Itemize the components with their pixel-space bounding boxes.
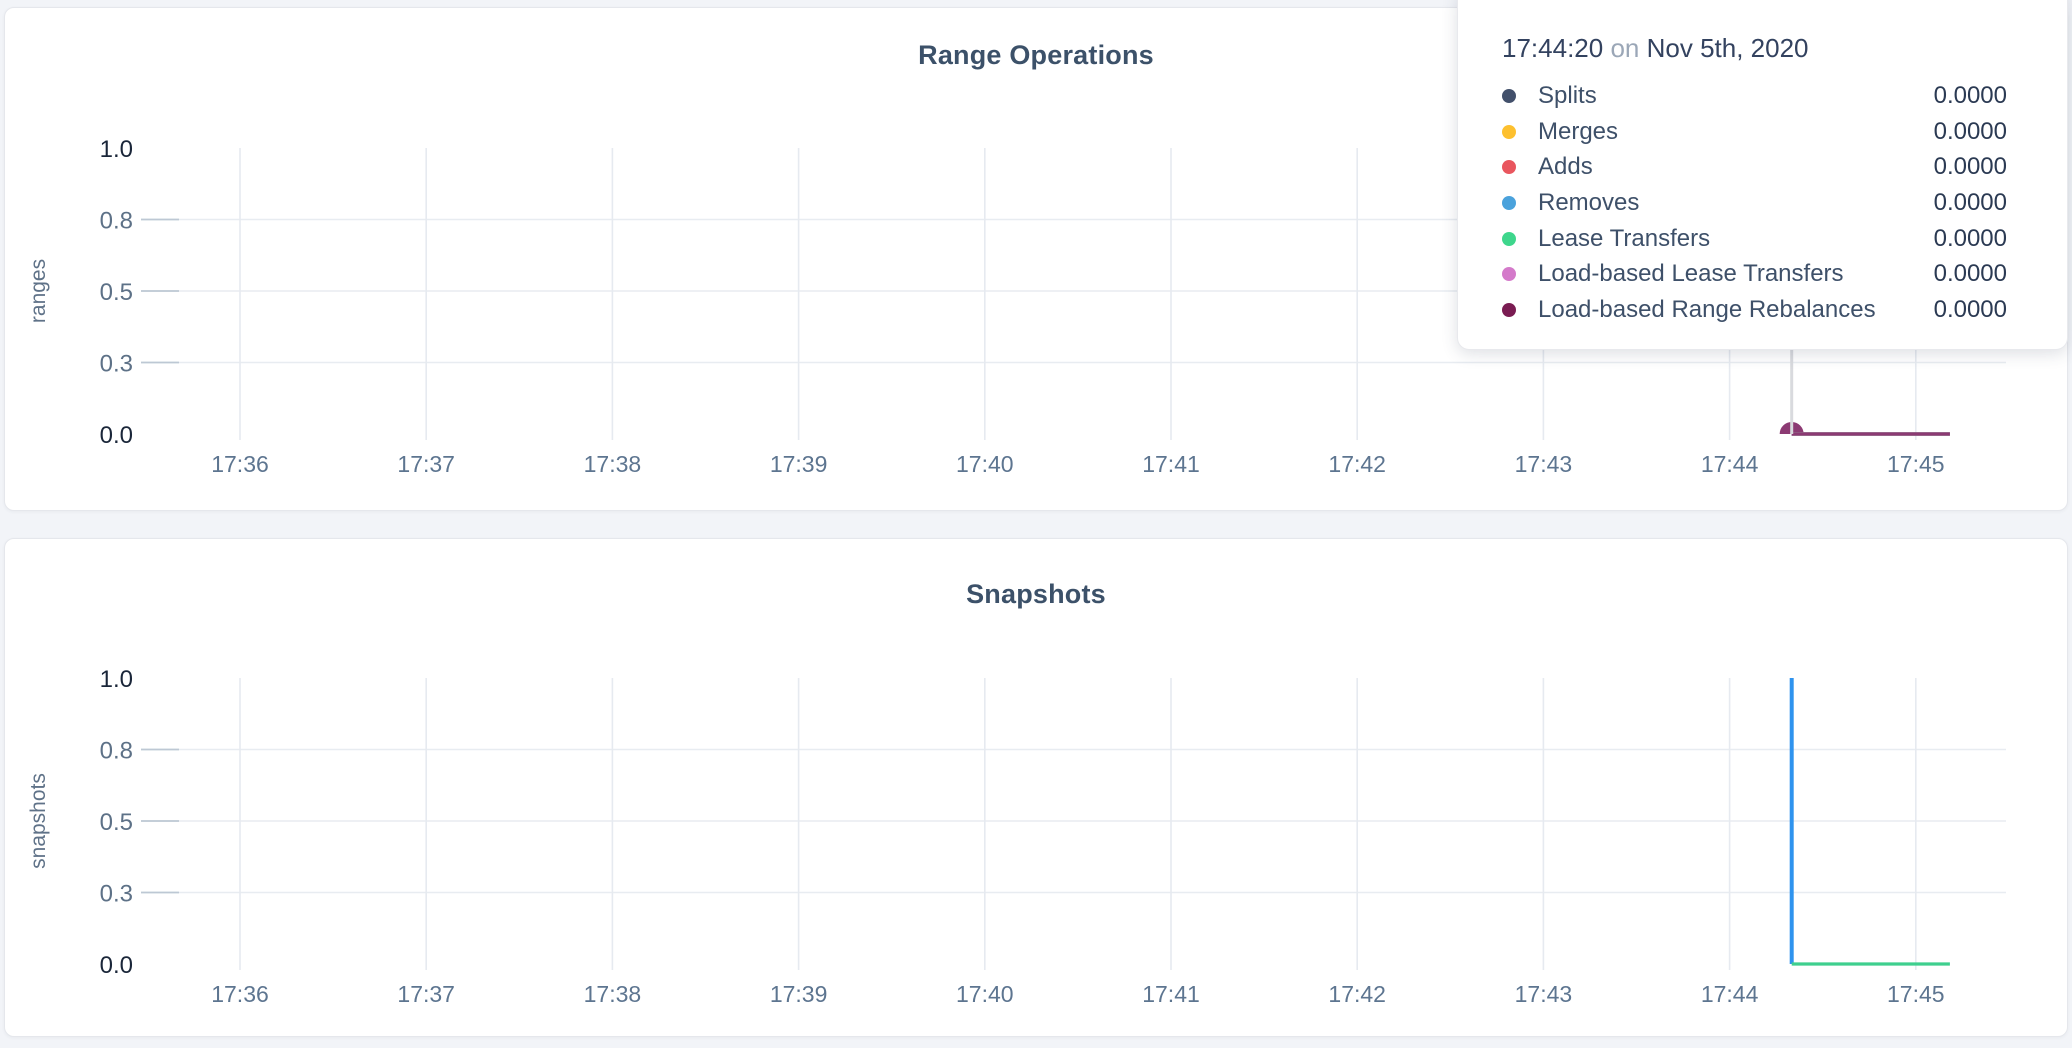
y-tick-label: 1.0 [100,136,133,163]
series-color-dot [1502,160,1516,175]
x-tick-label: 17:45 [1887,451,1945,477]
y-tick-label: 0.0 [100,422,133,449]
series-color-dot [1502,231,1516,246]
x-tick-label: 17:44 [1701,981,1759,1007]
legend-row: Adds 0.0000 [1502,149,2007,185]
x-tick-label: 17:45 [1887,981,1945,1007]
y-tick-label: 0.3 [100,351,133,378]
x-tick-label: 17:40 [956,451,1014,477]
plot-area[interactable]: 1.0 0.8 0.5 0.3 0.0 17:36 17:37 17:38 17:39 17:40… [5,539,2069,1038]
series-value: 0.0000 [1933,188,2007,216]
y-tick-label: 0.8 [100,738,133,765]
x-tick-label: 17:41 [1142,981,1200,1007]
legend-row: Splits 0.0000 [1502,78,2007,114]
x-tick-label: 17:42 [1328,451,1386,477]
tooltip-on-word: on [1610,33,1640,63]
x-tick-label: 17:40 [956,981,1014,1007]
series-label: Removes [1538,188,1640,216]
legend-row: Removes 0.0000 [1502,185,2007,221]
range-operations-title: Range Operations [918,40,1154,70]
y-axis-label: snapshots [27,773,50,869]
x-tick-label: 17:36 [211,981,269,1007]
series-value: 0.0000 [1933,153,2007,181]
series-color-dot [1502,124,1516,139]
legend-row: Lease Transfers 0.0000 [1502,221,2007,257]
snapshots-chart[interactable]: 1.0 0.8 0.5 0.3 0.0 17:36 17:37 17:38 17:39 17:40… [5,539,2069,1043]
tooltip-date: Nov 5th, 2020 [1646,33,1809,63]
hover-tooltip: 17:44:20 on Nov 5th, 2020 Splits 0.0000 Me… [1457,0,2068,350]
y-tick-label: 0.8 [100,208,133,235]
y-tick-label: 1.0 [100,666,133,693]
tooltip-time: 17:44:20 [1502,33,1604,63]
x-tick-label: 17:43 [1515,981,1573,1007]
series-label: Merges [1538,117,1619,145]
y-tick-label: 0.0 [100,952,133,979]
x-tick-label: 17:37 [397,981,455,1007]
series-value: 0.0000 [1933,260,2007,288]
series-value: 0.0000 [1933,224,2007,252]
series-color-dot [1502,302,1516,317]
series-label: Lease Transfers [1538,224,1711,252]
legend-row: Load-based Range Rebalances 0.0000 [1502,292,2007,328]
series-color-dot [1502,195,1516,210]
series-color-dot [1502,267,1516,282]
x-tick-label: 17:38 [584,451,642,477]
series-value: 0.0000 [1933,295,2007,323]
legend-row: Merges 0.0000 [1502,114,2007,150]
x-tick-label: 17:39 [770,451,828,477]
x-tick-label: 17:44 [1701,451,1759,477]
x-tick-label: 17:36 [211,451,269,477]
x-tick-label: 17:42 [1328,981,1386,1007]
x-tick-label: 17:41 [1142,451,1200,477]
x-tick-label: 17:39 [770,981,828,1007]
series-label: Adds [1538,153,1593,181]
x-tick-label: 17:43 [1515,451,1573,477]
series-color-dot [1502,88,1516,103]
tooltip-timestamp: 17:44:20 on Nov 5th, 2020 [1502,33,2007,64]
series-label: Load-based Lease Transfers [1538,260,1844,288]
snapshots-title: Snapshots [966,579,1106,609]
y-tick-label: 0.5 [100,279,133,306]
series-label: Load-based Range Rebalances [1538,295,1876,323]
x-tick-label: 17:38 [584,981,642,1007]
y-tick-label: 0.5 [100,809,133,836]
series-value: 0.0000 [1933,81,2007,109]
series-label: Splits [1538,81,1597,109]
y-axis-label: ranges [27,259,50,323]
series-value: 0.0000 [1933,117,2007,145]
snapshots-card: Snapshots 1.0 0.8 0.5 0.3 0.0 17:36 17:37 17:38… [4,538,2068,1037]
tooltip-legend: Splits 0.0000 Merges 0.0000 Adds 0.0000 Remove… [1502,78,2007,328]
x-tick-label: 17:37 [397,451,455,477]
y-tick-label: 0.3 [100,881,133,908]
legend-row: Load-based Lease Transfers 0.0000 [1502,256,2007,292]
